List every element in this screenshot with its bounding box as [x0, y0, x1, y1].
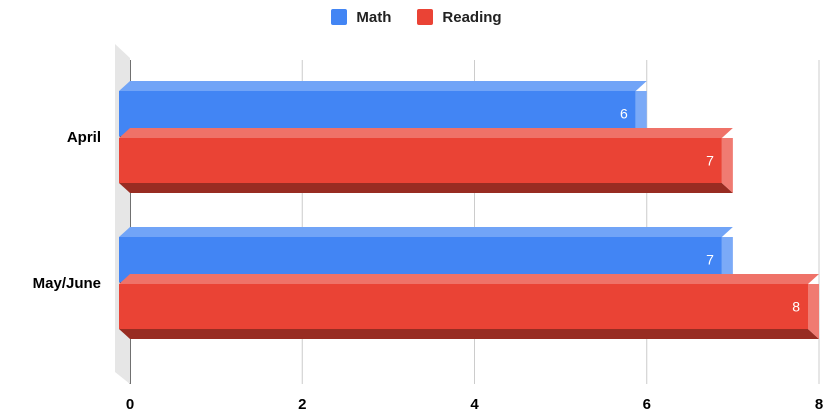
bar-top-math [119, 81, 647, 91]
data-label-math: 7 [706, 252, 714, 268]
x-tick-label: 8 [815, 396, 823, 412]
bar-top-math [119, 227, 733, 237]
category-label: April [67, 129, 101, 146]
data-label-math: 6 [620, 106, 628, 122]
legend-label-reading: Reading [442, 8, 502, 26]
bar-reading [119, 284, 808, 329]
legend-swatch-math [331, 9, 348, 25]
chart-legend: Math Reading [0, 6, 833, 28]
data-label-reading: 7 [706, 153, 714, 169]
legend-swatch-reading [417, 9, 434, 25]
x-tick-label: 6 [643, 396, 651, 412]
x-tick-label: 4 [470, 396, 479, 412]
bar-end-reading [721, 138, 733, 193]
bar-end-reading [808, 284, 819, 339]
bar-reading [119, 138, 722, 183]
x-tick-label: 2 [298, 396, 306, 412]
data-label-reading: 8 [792, 299, 800, 315]
category-label: May/June [33, 275, 101, 292]
x-tick-label: 0 [126, 396, 134, 412]
legend-item-math[interactable]: Math [331, 9, 391, 26]
bar-bottom-reading [119, 329, 819, 339]
legend-label-math: Math [356, 8, 392, 26]
bar-bottom-reading [119, 183, 733, 193]
bar-top-reading [119, 274, 819, 284]
bar-top-reading [119, 128, 733, 138]
legend-item-reading[interactable]: Reading [417, 8, 502, 26]
